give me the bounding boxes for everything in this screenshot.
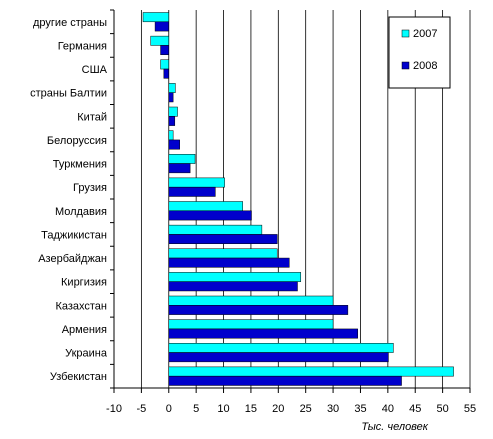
category-label: страны Балтии [30, 88, 107, 100]
category-label: другие страны [33, 17, 107, 29]
bar-2007 [168, 201, 243, 212]
category-label: США [82, 64, 108, 76]
category-label: Киргизия [61, 277, 107, 289]
bar-2007 [168, 366, 454, 377]
category-label: Китай [77, 111, 107, 123]
bar-2008 [168, 234, 278, 244]
x-tick-label: 30 [327, 403, 339, 415]
bar-2007 [160, 59, 170, 70]
bar-2008 [168, 305, 349, 315]
x-tick-label: 25 [300, 403, 312, 415]
bar-2007 [150, 35, 170, 46]
bar-2007 [168, 154, 196, 164]
category-label: Армения [62, 324, 107, 336]
bar-2008 [168, 375, 402, 386]
legend: 2007 2008 [388, 16, 451, 89]
category-label: Узбекистан [50, 371, 107, 383]
category-label: Казахстан [55, 300, 107, 312]
bar-2008 [168, 92, 174, 103]
x-tick-label: 10 [217, 403, 229, 415]
bar-2008 [154, 21, 170, 32]
bar-2008 [168, 139, 180, 150]
bar-2008 [168, 328, 358, 339]
bar-2008 [160, 45, 170, 55]
x-axis-unit-label: Тыс. человек [361, 421, 428, 433]
legend-swatch [401, 29, 410, 38]
bar-2007 [168, 106, 178, 117]
x-tick-label: 55 [464, 403, 476, 415]
bars [142, 12, 454, 386]
category-label: Белоруссия [47, 135, 107, 147]
bar-2008 [168, 116, 176, 126]
bar-2008 [163, 68, 170, 79]
x-tick-label: 35 [354, 403, 366, 415]
bar-2007 [168, 83, 176, 93]
category-label: Азербайджан [38, 253, 107, 265]
category-label: Грузия [73, 182, 107, 194]
bar-2007 [168, 177, 225, 188]
bar-2007 [142, 12, 170, 23]
legend-label: 2008 [413, 60, 437, 72]
x-tick-label: 5 [193, 403, 199, 415]
x-tick-label: 45 [409, 403, 421, 415]
bar-2007 [168, 343, 394, 353]
legend-box [388, 16, 451, 89]
bar-2008 [168, 352, 389, 363]
bar-2008 [168, 210, 252, 221]
x-tick-label: 20 [272, 403, 284, 415]
legend-label: 2007 [413, 28, 437, 40]
bar-2007 [168, 272, 302, 282]
bar-2008 [168, 257, 290, 268]
bar-2007 [168, 224, 263, 235]
category-label: Таджикистан [41, 229, 107, 241]
category-label: Украина [65, 348, 108, 360]
legend-swatch [401, 61, 410, 70]
category-label: Туркмения [53, 159, 107, 171]
bar-2008 [168, 163, 191, 174]
x-tick-label: 15 [245, 403, 257, 415]
x-tick-label: -10 [106, 403, 122, 415]
bar-2007 [168, 130, 174, 141]
bar-2007 [168, 295, 334, 306]
bar-2008 [168, 281, 298, 292]
category-label: Германия [58, 40, 107, 52]
x-tick-label: 50 [436, 403, 448, 415]
bar-2008 [168, 186, 216, 197]
axes: -10 -5 0 5 10 15 20 25 30 35 40 45 50 55 другие страны… [30, 9, 476, 415]
bar-2007 [168, 319, 334, 330]
bar-2007 [168, 248, 278, 259]
x-tick-label: -5 [136, 403, 146, 415]
x-tick-label: 40 [382, 403, 394, 415]
x-tick-label: 0 [166, 403, 172, 415]
category-label: Молдавия [55, 206, 107, 218]
